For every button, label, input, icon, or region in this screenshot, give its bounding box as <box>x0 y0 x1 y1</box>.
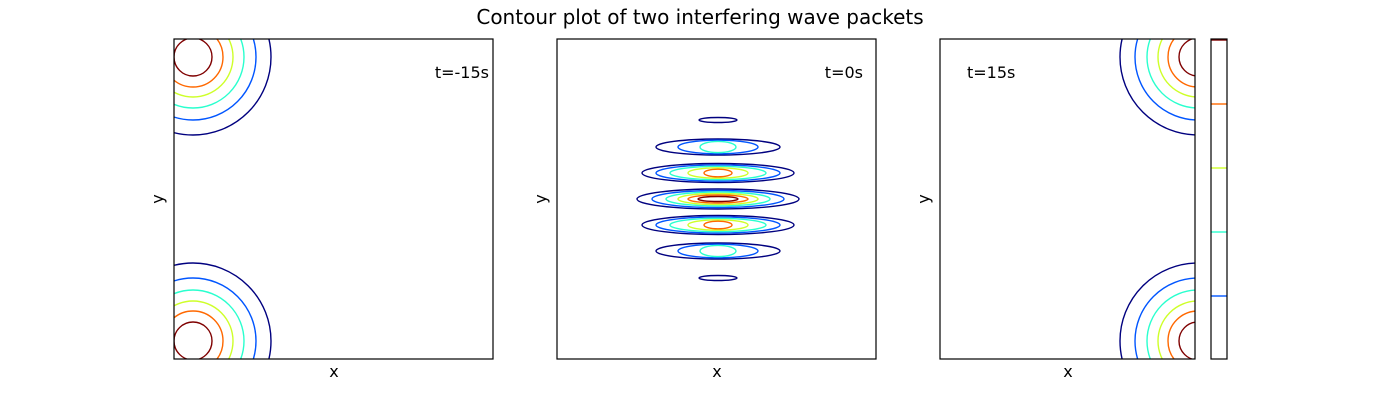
packet-bottom-left-level-6 <box>174 321 213 359</box>
panel-left: t=-15s x y <box>148 38 494 381</box>
packet-bottom-left-level-4 <box>174 300 234 359</box>
axes-frame-left <box>173 38 494 360</box>
fringe-5-level-4 <box>687 219 749 231</box>
packet-top-left-level-1 <box>174 39 272 136</box>
packet-bottom-left-level-1 <box>174 262 272 359</box>
fringe-6-level-1 <box>655 242 781 260</box>
packet-bottom-right-level-4 <box>1157 300 1195 359</box>
fringe-6-level-2 <box>677 243 759 259</box>
fringe-5-level-3 <box>669 217 767 233</box>
packet-top-left-level-6 <box>174 39 213 77</box>
fringe-4-level-6 <box>697 195 739 203</box>
fringe-3-level-3 <box>669 165 767 181</box>
fringe-5-level-5 <box>703 220 733 230</box>
packet-top-right-level-5 <box>1167 39 1195 88</box>
fringe-1-level-1 <box>698 116 738 124</box>
fringe-2-level-2 <box>677 139 759 155</box>
fringe-5-level-2 <box>655 216 781 234</box>
contours-center <box>636 116 800 282</box>
packet-top-right-level-4 <box>1157 39 1195 98</box>
fringe-4-level-3 <box>665 191 771 207</box>
packet-bottom-right-level-5 <box>1167 310 1195 359</box>
packet-bottom-left-level-3 <box>174 289 245 359</box>
packet-top-right-level-6 <box>1178 39 1195 77</box>
packet-top-right-level-3 <box>1146 39 1195 109</box>
fringe-7-level-1 <box>698 274 738 282</box>
fringe-3-level-1 <box>641 162 795 184</box>
annotation-left: t=-15s <box>435 63 489 82</box>
ylabel-right: y <box>914 194 933 203</box>
packet-bottom-right-level-2 <box>1134 277 1195 359</box>
panel-right: t=15s x y <box>914 38 1196 381</box>
ylabel-left: y <box>148 194 167 203</box>
fringe-6-level-3 <box>699 244 737 258</box>
annotation-center: t=0s <box>825 63 863 82</box>
ylabel-center: y <box>531 194 550 203</box>
fringe-3-level-5 <box>703 168 733 178</box>
contours-right <box>1119 39 1195 359</box>
fringe-3-level-4 <box>687 167 749 179</box>
fringe-4-level-5 <box>687 194 749 204</box>
packet-bottom-right-level-1 <box>1119 262 1195 359</box>
colorbar <box>1210 38 1228 360</box>
packet-top-left-level-5 <box>174 39 224 88</box>
fringe-4-level-4 <box>677 192 759 206</box>
colorbar-frame <box>1210 38 1228 360</box>
packet-bottom-left-level-5 <box>174 310 224 359</box>
packet-bottom-right-level-6 <box>1178 321 1195 359</box>
fringe-3-level-2 <box>655 164 781 182</box>
packet-top-left-level-3 <box>174 39 245 109</box>
packet-bottom-left-level-2 <box>174 277 257 359</box>
contours-left <box>174 39 272 359</box>
packet-top-right-level-1 <box>1119 39 1195 136</box>
colorbar-level-lines <box>1211 39 1227 297</box>
fringe-5-level-1 <box>641 214 795 236</box>
axes-frame-center <box>556 38 877 360</box>
annotation-right: t=15s <box>967 63 1015 82</box>
figure-title: Contour plot of two interfering wave pac… <box>476 5 923 29</box>
packet-bottom-right-level-3 <box>1146 289 1195 359</box>
fringe-2-level-1 <box>655 138 781 156</box>
fringe-4-level-1 <box>636 188 800 210</box>
packet-top-right-level-2 <box>1134 39 1195 121</box>
xlabel-right: x <box>1063 362 1072 381</box>
fringe-4-level-2 <box>651 189 785 209</box>
panel-center: t=0s x y <box>531 38 877 381</box>
xlabel-left: x <box>329 362 338 381</box>
packet-top-left-level-2 <box>174 39 257 121</box>
packet-top-left-level-4 <box>174 39 234 98</box>
xlabel-center: x <box>712 362 721 381</box>
fringe-2-level-3 <box>699 140 737 154</box>
axes-frame-right <box>939 38 1196 360</box>
